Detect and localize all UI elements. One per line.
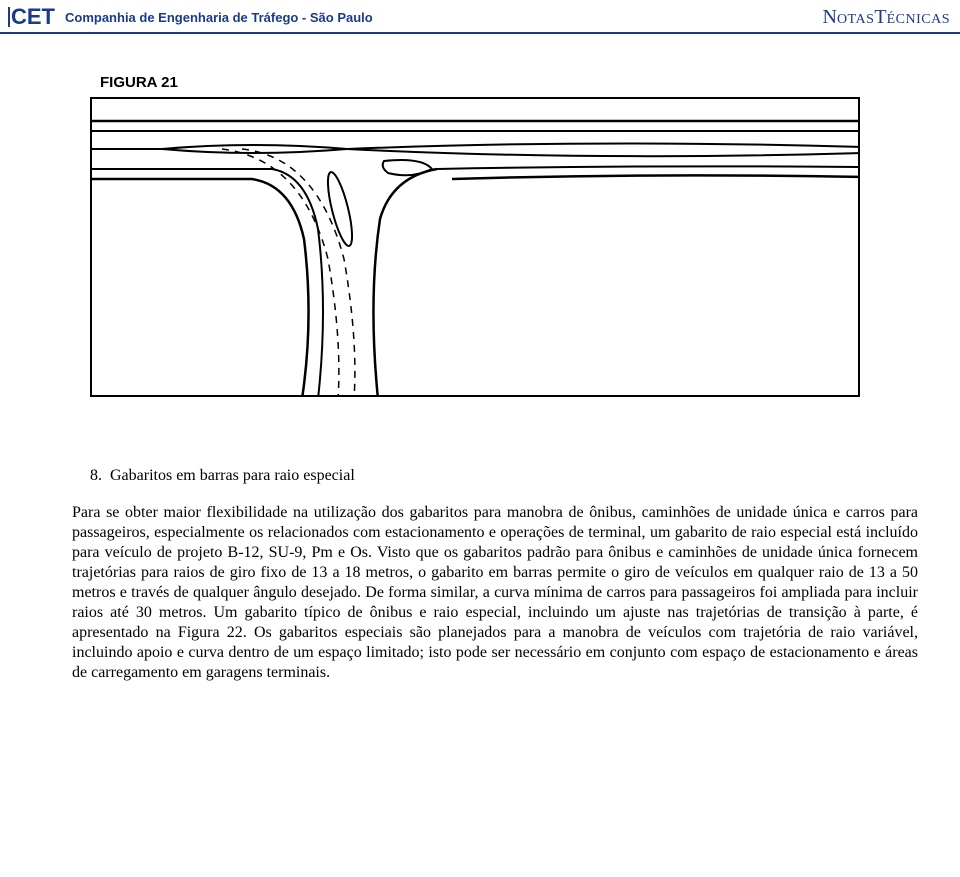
section-number: 8.	[90, 467, 102, 484]
page-header: CET Companhia de Engenharia de Tráfego -…	[0, 0, 960, 34]
logo-text: CET	[8, 4, 55, 30]
figure-area: FIGURA 21	[90, 74, 900, 397]
figure-label: FIGURA 21	[100, 74, 900, 91]
section-heading: 8. Gabaritos em barras para raio especia…	[72, 467, 918, 485]
figure-box	[90, 97, 860, 397]
header-right-label: NOTASTÉCNICAS	[822, 6, 950, 29]
content-area: 8. Gabaritos em barras para raio especia…	[0, 397, 960, 683]
section-title: Gabaritos em barras para raio especial	[110, 467, 355, 484]
cet-logo: CET	[8, 4, 55, 30]
header-left: CET Companhia de Engenharia de Tráfego -…	[8, 4, 373, 30]
logo-letters: CET	[11, 4, 55, 30]
road-diagram-svg	[92, 99, 860, 397]
body-paragraph: Para se obter maior flexibilidade na uti…	[72, 503, 918, 683]
company-name: Companhia de Engenharia de Tráfego - São…	[65, 10, 373, 25]
